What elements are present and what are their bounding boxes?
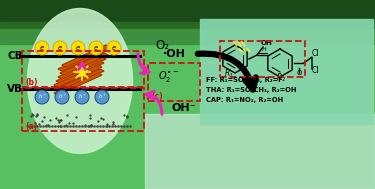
Text: $e$: $e$ (93, 44, 99, 52)
Text: $R_1$: $R_1$ (224, 67, 234, 80)
Text: ·OH: ·OH (163, 49, 186, 59)
Text: $h^+$: $h^+$ (78, 93, 86, 101)
Circle shape (75, 90, 89, 104)
Polygon shape (56, 69, 104, 91)
Text: $e$: $e$ (111, 44, 117, 52)
Bar (220, 41, 305, 77)
Text: $h^+$: $h^+$ (98, 93, 106, 101)
Bar (148, 63, 200, 101)
Bar (22, 51, 144, 87)
Circle shape (53, 41, 67, 55)
Bar (22, 88, 144, 131)
Text: CAP: R₁=NO₂, R₂=OH: CAP: R₁=NO₂, R₂=OH (206, 97, 283, 103)
Circle shape (35, 41, 49, 55)
Text: $O_2^{\bullet-}$: $O_2^{\bullet-}$ (158, 69, 179, 84)
Text: THA: R₁=SO₂CH₃, R₂=OH: THA: R₁=SO₂CH₃, R₂=OH (206, 87, 297, 93)
Bar (200, 19, 373, 124)
Text: $h^+$: $h^+$ (58, 93, 66, 101)
Polygon shape (60, 53, 108, 75)
Polygon shape (58, 49, 106, 71)
Polygon shape (62, 45, 110, 67)
Text: CB: CB (7, 51, 22, 61)
Circle shape (35, 90, 49, 104)
Text: OH⁻: OH⁻ (172, 103, 196, 113)
Circle shape (107, 41, 121, 55)
Circle shape (95, 90, 109, 104)
Text: O₂: O₂ (155, 39, 169, 52)
Bar (0, 0, 375, 27)
Text: (c): (c) (151, 92, 163, 101)
Text: (b): (b) (25, 78, 38, 87)
Polygon shape (54, 65, 102, 87)
Text: OH: OH (261, 40, 273, 46)
Text: O: O (297, 70, 302, 76)
Polygon shape (54, 73, 102, 95)
Text: Cl: Cl (312, 49, 320, 58)
Polygon shape (56, 61, 104, 83)
Text: FF: R₁=SO₂CH₃, R₂=F: FF: R₁=SO₂CH₃, R₂=F (206, 77, 283, 83)
Circle shape (55, 90, 69, 104)
Ellipse shape (27, 9, 132, 153)
Text: $h^+$: $h^+$ (38, 93, 46, 101)
Circle shape (89, 41, 103, 55)
Text: $e$: $e$ (39, 44, 45, 52)
Text: $R_2$: $R_2$ (276, 71, 286, 84)
Text: VB: VB (7, 84, 23, 94)
Bar (0, 22, 375, 34)
Text: $e$: $e$ (75, 44, 81, 52)
Polygon shape (58, 57, 106, 79)
Text: H: H (261, 47, 266, 52)
Bar (0, 29, 375, 44)
Text: $e$: $e$ (57, 44, 63, 52)
Circle shape (71, 41, 85, 55)
Text: (a): (a) (25, 122, 37, 131)
Bar (145, 114, 375, 189)
Text: Cl: Cl (312, 66, 320, 75)
